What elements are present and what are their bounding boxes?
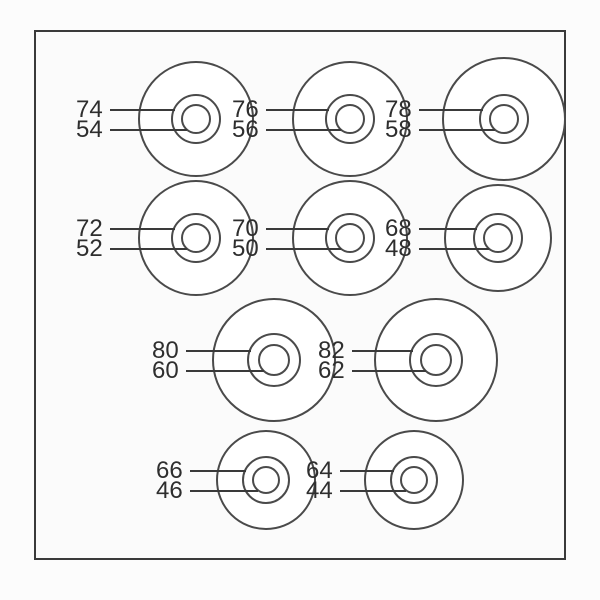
value-bot-0: 54 — [76, 116, 103, 144]
leader-line — [340, 490, 406, 492]
value-bot-8: 46 — [156, 477, 183, 505]
leader-line — [352, 350, 413, 352]
leader-line — [266, 129, 341, 131]
leader-line — [110, 228, 175, 230]
leader-line — [419, 129, 495, 131]
leader-line — [266, 228, 329, 230]
value-bot-6: 60 — [152, 357, 179, 385]
leader-line — [190, 470, 246, 472]
value-bot-3: 52 — [76, 235, 103, 263]
value-bot-4: 50 — [232, 235, 259, 263]
value-bot-9: 44 — [306, 477, 333, 505]
leader-line — [266, 248, 341, 250]
value-bot-2: 58 — [385, 116, 412, 144]
leader-line — [352, 370, 426, 372]
leader-line — [266, 109, 329, 111]
value-bot-5: 48 — [385, 235, 412, 263]
leader-line — [186, 370, 264, 372]
leader-line — [186, 350, 251, 352]
leader-line — [110, 248, 187, 250]
leader-line — [419, 248, 489, 250]
leader-line — [110, 109, 175, 111]
leader-line — [110, 129, 187, 131]
diagram-root: { "canvas": { "w": 600, "h": 600, "bg": … — [0, 0, 600, 600]
leader-line — [419, 109, 483, 111]
leader-line — [419, 228, 477, 230]
value-bot-7: 62 — [318, 357, 345, 385]
value-bot-1: 56 — [232, 116, 259, 144]
leader-line — [340, 470, 394, 472]
leader-line — [190, 490, 258, 492]
